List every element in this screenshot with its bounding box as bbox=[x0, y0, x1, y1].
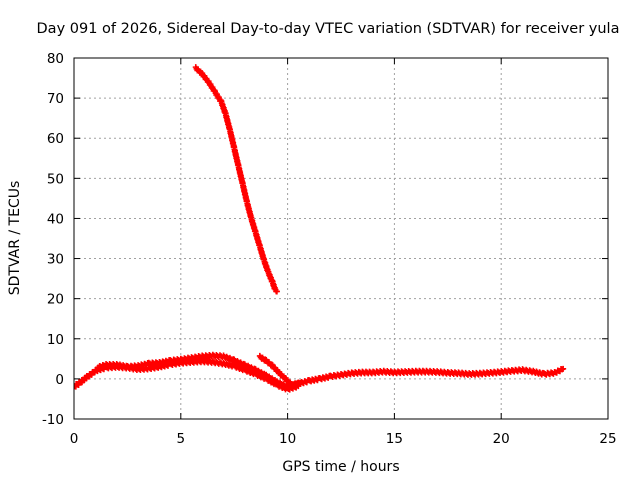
x-tick-label: 10 bbox=[279, 431, 296, 447]
y-tick-label: 70 bbox=[47, 91, 64, 107]
chart-title: Day 091 of 2026, Sidereal Day-to-day VTE… bbox=[37, 21, 620, 37]
series-track-c bbox=[256, 352, 304, 389]
x-axis-label: GPS time / hours bbox=[282, 459, 399, 475]
x-tick-label: 20 bbox=[493, 431, 510, 447]
y-tick-label: 10 bbox=[47, 332, 64, 348]
data-point bbox=[297, 379, 304, 386]
y-tick-label: 20 bbox=[47, 292, 64, 308]
data-point bbox=[560, 365, 567, 372]
x-tick-label: 0 bbox=[70, 431, 79, 447]
x-tick-label: 25 bbox=[599, 431, 616, 447]
y-tick-label: 0 bbox=[55, 372, 64, 388]
y-tick-label: 80 bbox=[47, 51, 64, 67]
y-tick-label: 50 bbox=[47, 171, 64, 187]
y-tick-label: 60 bbox=[47, 131, 64, 147]
x-tick-label: 5 bbox=[177, 431, 186, 447]
x-tick-label: 15 bbox=[386, 431, 403, 447]
plot-data bbox=[74, 64, 567, 393]
series-high-track bbox=[192, 64, 280, 295]
y-axis-label: SDTVAR / TECUs bbox=[7, 181, 23, 296]
series-track-b bbox=[74, 357, 302, 393]
plot-border bbox=[73, 57, 609, 420]
grid bbox=[74, 58, 608, 419]
y-tick-label: -10 bbox=[42, 412, 64, 428]
data-point bbox=[273, 288, 280, 295]
y-tick-label: 30 bbox=[47, 252, 64, 268]
axis-ticks: 0 5 10 15 20 25 -10 0 10 20 30 40 50 60 70 80 bbox=[42, 51, 617, 447]
series-track-a bbox=[74, 351, 567, 391]
y-tick-label: 40 bbox=[47, 211, 64, 227]
